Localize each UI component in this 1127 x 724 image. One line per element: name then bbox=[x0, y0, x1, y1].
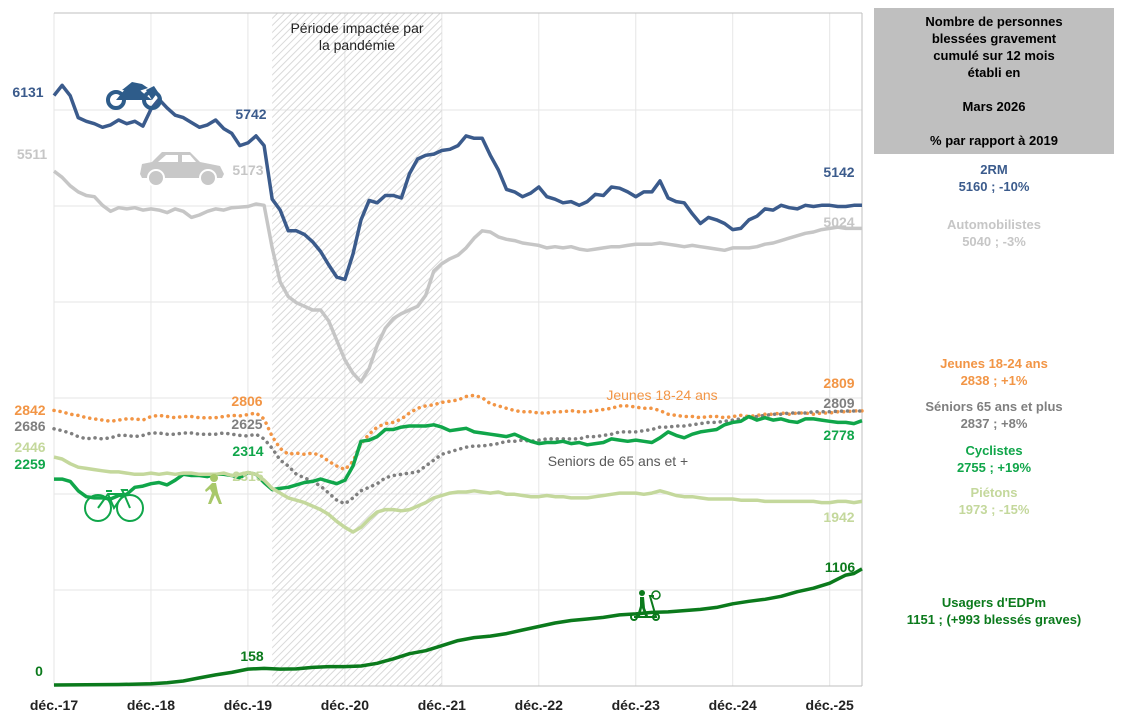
data-label-senior-start: 2686 bbox=[14, 418, 45, 434]
covid-label-line-2: la pandémie bbox=[319, 37, 395, 53]
data-label-car-end: 5024 bbox=[823, 214, 854, 230]
data-label-moto-end: 5142 bbox=[823, 164, 854, 180]
legend-value-young: 2838 ; +1% bbox=[960, 373, 1028, 388]
legend-name-moto: 2RM bbox=[980, 162, 1008, 177]
data-label-edpm-start: 0 bbox=[35, 663, 43, 679]
legend-value-car: 5040 ; -3% bbox=[962, 234, 1026, 249]
series-line-young bbox=[52, 393, 864, 472]
data-label-senior-mid: 2625 bbox=[231, 416, 262, 432]
data-label-pedestrian-mid: 2315 bbox=[232, 468, 263, 484]
covid-label: Période impactée par la pandémie bbox=[290, 20, 423, 53]
legend-name-car: Automobilistes bbox=[947, 217, 1041, 232]
annotation-senior: Seniors de 65 ans et + bbox=[548, 453, 689, 469]
series-line-pedestrian bbox=[53, 455, 863, 534]
x-tick-label: déc.-21 bbox=[418, 697, 466, 713]
legend-entry-young: Jeunes 18-24 ans 2838 ; +1% bbox=[874, 355, 1114, 389]
x-tick-label: déc.-19 bbox=[224, 697, 272, 713]
x-tick-label: déc.-24 bbox=[709, 697, 757, 713]
series-line-edpm bbox=[53, 567, 863, 687]
data-label-young-mid: 2806 bbox=[231, 393, 262, 409]
info-date: Mars 2026 bbox=[962, 99, 1026, 114]
info-reference: % par rapport à 2019 bbox=[930, 133, 1058, 148]
data-label-cyclist-start: 2259 bbox=[14, 456, 45, 472]
legend-entry-car: Automobilistes 5040 ; -3% bbox=[874, 216, 1114, 250]
data-label-moto-mid: 5742 bbox=[235, 106, 266, 122]
series-line-car bbox=[52, 169, 862, 384]
x-tick-label: déc.-25 bbox=[806, 697, 854, 713]
legend-value-edpm: 1151 ; (+993 blessés graves) bbox=[906, 612, 1082, 627]
legend-entry-pedestrian: Piétons 1973 ; -15% bbox=[874, 484, 1114, 518]
info-line-1: Nombre de personnes bbox=[925, 14, 1063, 29]
e-scooter-icon bbox=[630, 590, 661, 621]
legend-name-edpm: Usagers d'EDPm bbox=[941, 595, 1047, 610]
info-line-3: cumulé sur 12 mois bbox=[933, 48, 1055, 63]
info-line-4: établi en bbox=[967, 65, 1021, 80]
x-tick-label: déc.-17 bbox=[30, 697, 78, 713]
data-label-edpm-end: 1106 bbox=[825, 559, 856, 575]
bicycle-icon bbox=[84, 489, 144, 522]
data-label-car-start: 5511 bbox=[17, 146, 48, 162]
legend-entry-cyclist: Cyclistes 2755 ; +19% bbox=[874, 442, 1114, 476]
legend-name-cyclist: Cyclistes bbox=[965, 443, 1023, 458]
data-label-senior-end: 2809 bbox=[823, 395, 854, 411]
legend-name-pedestrian: Piétons bbox=[970, 485, 1018, 500]
data-label-young-end: 2809 bbox=[823, 375, 854, 391]
x-tick-label: déc.-22 bbox=[515, 697, 563, 713]
data-label-young-start: 2842 bbox=[14, 402, 45, 418]
legend-name-young: Jeunes 18-24 ans bbox=[940, 356, 1048, 371]
legend-value-senior: 2837 ; +8% bbox=[960, 416, 1028, 431]
series-line-moto bbox=[52, 83, 862, 282]
motorcycle-icon bbox=[106, 82, 162, 110]
covid-period-band bbox=[272, 13, 442, 686]
x-tick-label: déc.-20 bbox=[321, 697, 369, 713]
series-line-senior bbox=[52, 409, 864, 506]
data-label-pedestrian-start: 2446 bbox=[14, 439, 45, 455]
pedestrian-icon bbox=[205, 474, 222, 504]
series-line-cyclist bbox=[54, 414, 863, 501]
legend-name-senior: Séniors 65 ans et plus bbox=[925, 399, 1063, 414]
legend-entry-moto: 2RM 5160 ; -10% bbox=[874, 161, 1114, 195]
data-label-car-mid: 5173 bbox=[232, 162, 263, 178]
data-label-cyclist-mid: 2314 bbox=[232, 443, 263, 459]
legend-value-pedestrian: 1973 ; -15% bbox=[958, 502, 1030, 517]
info-line-2: blessées gravement bbox=[931, 31, 1057, 46]
chart-info-box: Nombre de personnes blessées gravement c… bbox=[874, 8, 1114, 154]
legend-value-moto: 5160 ; -10% bbox=[958, 179, 1030, 194]
data-label-edpm-mid: 158 bbox=[240, 648, 264, 664]
x-tick-label: déc.-23 bbox=[612, 697, 660, 713]
covid-label-line-1: Période impactée par bbox=[290, 20, 423, 36]
legend-entry-edpm: Usagers d'EDPm 1151 ; (+993 blessés grav… bbox=[874, 594, 1114, 628]
legend-value-cyclist: 2755 ; +19% bbox=[956, 460, 1032, 475]
data-label-moto-start: 6131 bbox=[12, 84, 43, 100]
data-label-cyclist-end: 2778 bbox=[823, 427, 854, 443]
legend-entry-senior: Séniors 65 ans et plus 2837 ; +8% bbox=[874, 398, 1114, 432]
car-icon bbox=[140, 152, 224, 187]
annotation-young: Jeunes 18-24 ans bbox=[606, 387, 717, 403]
x-tick-label: déc.-18 bbox=[127, 697, 175, 713]
data-label-pedestrian-end: 1942 bbox=[823, 509, 854, 525]
